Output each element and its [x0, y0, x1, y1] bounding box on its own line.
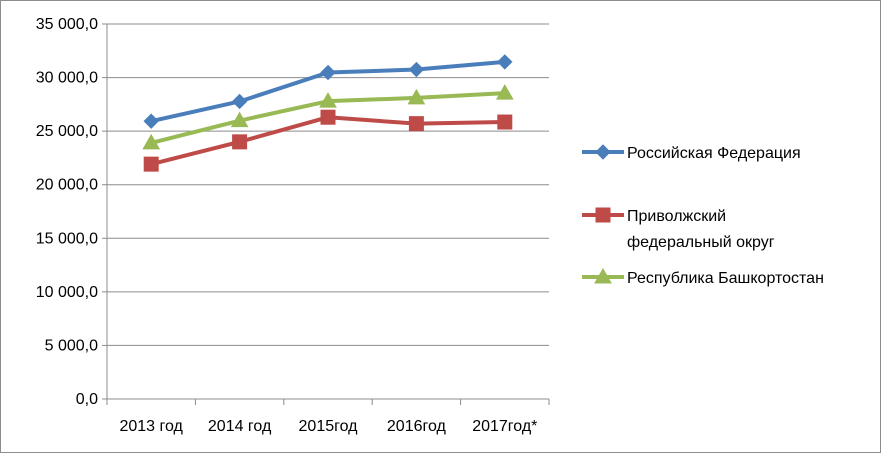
legend-label: Российская Федерация: [627, 145, 801, 162]
series-2: [143, 109, 513, 172]
legend-entry: Республика Башкортостан: [582, 267, 824, 287]
data-point-square: [143, 156, 159, 172]
y-axis-tick-labels: 0,0 5 000,0 10 000,0 15 000,0 20 000,0 25 000…: [36, 16, 98, 408]
data-point-square: [497, 114, 513, 130]
data-point-triangle: [230, 111, 249, 128]
y-tick-label: 15 000,0: [36, 230, 98, 247]
data-point-triangle: [142, 133, 161, 150]
data-point-diamond: [408, 61, 425, 78]
y-tick-label: 10 000,0: [36, 284, 98, 301]
legend-entry: Приволжский федеральный округ: [582, 207, 775, 251]
data-point-square: [232, 134, 248, 150]
y-tick-label: 30 000,0: [36, 70, 98, 87]
series-1: [143, 54, 513, 129]
series-layer: [142, 54, 514, 172]
data-point-triangle: [319, 92, 337, 108]
data-point-square: [408, 116, 424, 132]
legend-label: Приволжский: [627, 208, 726, 225]
y-tick-label: 5 000,0: [45, 337, 98, 354]
data-point-diamond: [143, 113, 159, 129]
legend-label: Республика Башкортостан: [627, 270, 824, 287]
x-tick-label: 2013 год: [119, 418, 183, 435]
data-point-square: [320, 109, 336, 125]
x-tick-label: 2014 год: [208, 418, 272, 435]
y-tick-label: 20 000,0: [36, 177, 98, 194]
legend-entry: Российская Федерация: [582, 144, 801, 162]
data-point-diamond: [320, 64, 336, 81]
axis-layer: [102, 23, 550, 405]
data-point-triangle: [407, 88, 426, 105]
legend-marker-diamond: [595, 144, 611, 160]
data-point-diamond: [497, 54, 513, 70]
x-tick-label: 2015год: [299, 418, 359, 435]
y-tick-label: 0,0: [76, 391, 98, 408]
x-axis-tick-labels: 2013 год 2014 год 2015год 2016год 2017год*: [119, 418, 537, 435]
series-3: [142, 84, 514, 150]
y-tick-label: 25 000,0: [36, 123, 98, 140]
data-point-diamond: [231, 93, 248, 110]
legend-label: федеральный округ: [627, 234, 775, 251]
data-point-triangle: [495, 84, 514, 100]
y-tick-label: 35 000,0: [36, 16, 98, 33]
legend: Российская Федерация Приволжский федеральн…: [582, 144, 824, 287]
legend-marker-triangle: [594, 267, 612, 284]
x-tick-label: 2017год*: [472, 418, 537, 435]
legend-marker-square: [595, 207, 611, 223]
x-tick-label: 2016год: [387, 418, 447, 435]
